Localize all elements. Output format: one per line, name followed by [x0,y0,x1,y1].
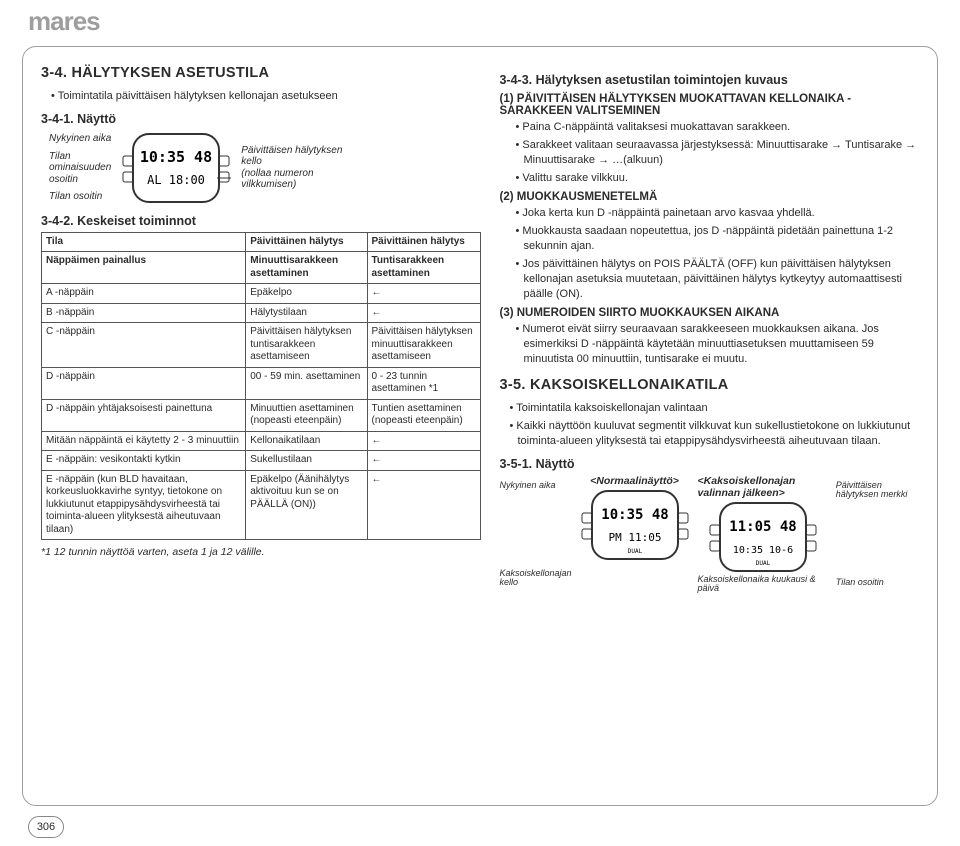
sub-th-2: Tuntisarakkeen asettaminen [367,252,481,284]
intro-bullet: • Toimintatila päivittäisen hälytyksen k… [51,89,481,104]
footnote: *1 12 tunnin näyttöä varten, aseta 1 ja … [41,546,481,560]
table-row: A -näppäinEpäkelpo← [42,284,481,304]
watch1-line1: 10:35 48 [140,148,212,166]
item3-b1: • Numerot eivät siirry seuraavaan sarakk… [515,322,919,367]
lbl-tilan-os: Tilan osoitin [49,191,111,203]
sec35-b2: • Kaikki näyttöön kuuluvat segmentit vil… [509,419,919,449]
svg-text:11:05 48: 11:05 48 [729,519,796,535]
watch1-line2: AL 18:00 [147,173,205,187]
brand-logo: mares [28,6,100,37]
page-frame: 3-4. HÄLYTYKSEN ASETUSTILA • Toimintatil… [22,46,938,806]
right-column: 3-4-3. Hälytyksen asetustilan toimintoje… [499,65,919,791]
operations-table: Tila Päivittäinen hälytys Päivittäinen h… [41,232,481,541]
disp-a-title: <Normaalinäyttö> [590,475,679,487]
svg-text:10:35 48: 10:35 48 [601,507,668,523]
right-display-label: Päivittäisen hälytyksen kello (nollaa nu… [241,145,361,191]
watch-display-2b: 11:05 48 10:35 10-6 DUAL [708,501,818,573]
table-body: A -näppäinEpäkelpo← B -näppäinHälytystil… [42,284,481,540]
item2-b1: • Joka kerta kun D -näppäintä painetaan … [515,206,919,221]
lbl-nykyinen: Nykyinen aika [49,133,111,145]
svg-text:DUAL: DUAL [755,560,770,567]
lbl-paiv-merkki: Päivittäisen hälytyksen merkki [836,481,919,501]
th-0: Tila [42,232,246,252]
sec35-b1: • Toimintatila kaksoiskellonajan valinta… [509,401,919,416]
table-row: E -näppäin: vesikontakti kytkinSukellust… [42,451,481,471]
item1-b1: • Paina C-näppäintä valitaksesi muokatta… [515,120,919,135]
th-1: Päivittäinen hälytys [246,232,367,252]
lbl-nyk: Nykyinen aika [499,481,571,491]
lbl-tilan-osoitin: Tilan osoitin [836,578,919,588]
sub-th-0: Näppäimen painallus [42,252,246,284]
table-row: D -näppäin yhtäjaksoisesti painettunaMin… [42,399,481,431]
table-row: Mitään näppäintä ei käytetty 2 - 3 minuu… [42,431,481,451]
svg-text:DUAL: DUAL [627,548,642,555]
item2-b3: • Jos päivittäinen hälytys on POIS PÄÄLT… [515,257,919,302]
section-3-5-title: 3-5. KAKSOISKELLONAIKATILA [499,377,919,393]
table-row: C -näppäinPäivittäisen hälytyksen tuntis… [42,323,481,368]
item2-b2: • Muokkausta saadaan nopeutettua, jos D … [515,224,919,254]
table-row: E -näppäin (kun BLD havaitaan, korkeuslu… [42,470,481,540]
sub-th-1: Minuuttisarakkeen asettaminen [246,252,367,284]
lbl-kaksois-aika: Kaksoiskellonaika kuukausi & päivä [698,575,828,595]
watch-display-1: 10:35 48 AL 18:00 [121,132,231,204]
svg-text:PM 11:05: PM 11:05 [608,531,661,544]
lbl-kaksois-kello: Kaksoiskellonajan kello [499,569,571,589]
intro-bullet-text: Toimintatila päivittäisen hälytyksen kel… [58,90,338,102]
lbl-paiv-kello: Päivittäisen hälytyksen kello (nollaa nu… [241,145,361,191]
left-display-labels: Nykyinen aika Tilan ominaisuuden osoitin… [49,133,111,203]
table-row: D -näppäin00 - 59 min. asettaminen0 - 23… [42,367,481,399]
lbl-tilan-om: Tilan ominaisuuden osoitin [49,151,111,186]
th-2: Päivittäinen hälytys [367,232,481,252]
svg-text:10:35 10-6: 10:35 10-6 [733,545,793,556]
section-3-5-1-title: 3-5-1. Näyttö [499,457,919,471]
item1-title: (1) PÄIVITTÄISEN HÄLYTYKSEN MUOKATTAVAN … [499,93,919,117]
display-3-4-1: Nykyinen aika Tilan ominaisuuden osoitin… [49,132,481,204]
item3-title: (3) NUMEROIDEN SIIRTO MUOKKAUKSEN AIKANA [499,307,919,319]
displays-3-5-1: Nykyinen aika Kaksoiskellonajan kello <N… [499,475,919,595]
item2-title: (2) MUOKKAUSMENETELMÄ [499,191,919,203]
disp-b-title: <Kaksoiskellonajan valinnan jälkeen> [698,475,828,499]
table-row: B -näppäinHälytystilaan← [42,303,481,323]
page-number: 306 [28,816,64,838]
section-3-4-title: 3-4. HÄLYTYKSEN ASETUSTILA [41,65,481,81]
section-3-4-3-title: 3-4-3. Hälytyksen asetustilan toimintoje… [499,73,919,87]
item1-b2: • Sarakkeet valitaan seuraavassa järjest… [515,138,919,168]
item1-b3: • Valittu sarake vilkkuu. [515,171,919,186]
watch-display-2a: 10:35 48 PM 11:05 DUAL [580,489,690,561]
section-3-4-1-title: 3-4-1. Näyttö [41,112,481,126]
left-column: 3-4. HÄLYTYKSEN ASETUSTILA • Toimintatil… [41,65,481,791]
section-3-4-2-title: 3-4-2. Keskeiset toiminnot [41,214,481,228]
